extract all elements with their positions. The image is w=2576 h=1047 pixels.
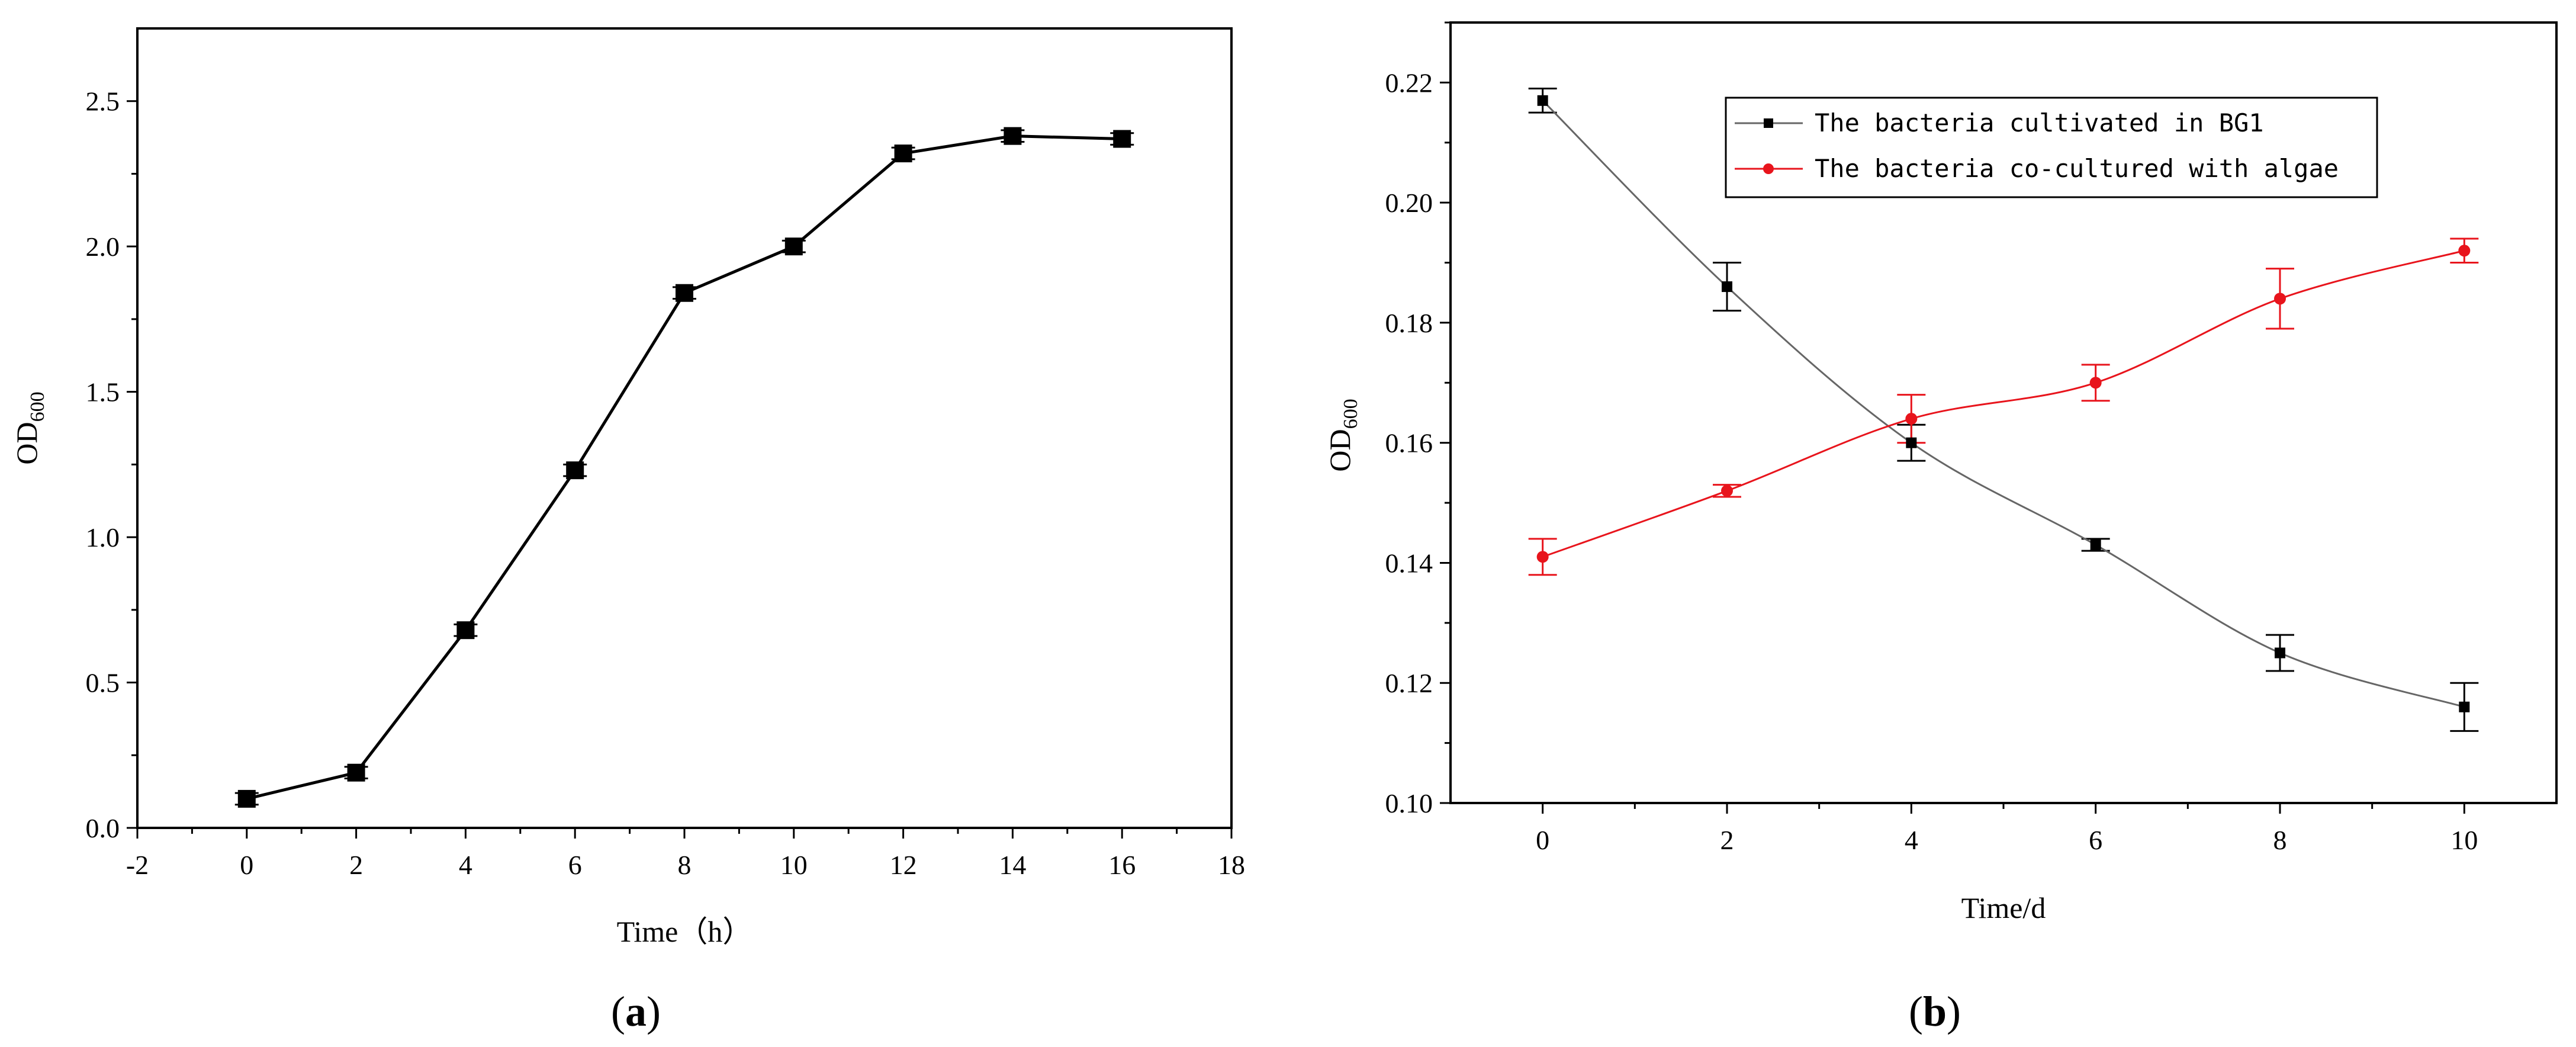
data-point (1536, 551, 1549, 563)
legend-marker-series-2 (1763, 163, 1774, 174)
x-tick-label: 6 (568, 850, 582, 880)
series-line-2 (1542, 249, 2465, 558)
x-tick-label: 6 (2089, 825, 2102, 855)
legend-marker-series-1 (1764, 118, 1773, 128)
y-tick-label: 1.0 (86, 522, 120, 553)
panel-label-open-b: ( (1909, 988, 1923, 1035)
panel-label-open-a: ( (611, 988, 625, 1035)
data-point (1906, 437, 1917, 448)
data-point (1722, 281, 1732, 293)
y-tick-label: 1.5 (86, 377, 120, 407)
data-point (1537, 95, 1548, 106)
series-lines-b (1542, 99, 2465, 708)
data-points-a (237, 127, 1131, 808)
y-tick-label: 0.20 (1385, 188, 1433, 218)
panel-label-a: (a) (611, 988, 661, 1035)
x-axis-label-a: Time（h） (617, 915, 752, 948)
x-axis-label-b: Time/d (1961, 891, 2046, 924)
data-point (2275, 647, 2285, 659)
series-lines-a (246, 134, 1123, 801)
panel-label-close-b: ) (1947, 988, 1961, 1035)
axis-ticks-b: 0 2 4 6 8 10 0.10 0.12 0.14 0.16 0.18 0.20 0.22 (1385, 21, 2478, 855)
y-tick-label: 0.22 (1385, 68, 1433, 98)
panel-label-close-a: ) (647, 988, 661, 1035)
data-point (2459, 701, 2470, 712)
chart-panel-b: 0 2 4 6 8 10 0.10 0.12 0.14 0.16 0.18 0.20 0.22 The … (1323, 21, 2558, 1035)
x-tick-label: 12 (890, 850, 917, 880)
x-tick-label: -2 (126, 850, 149, 880)
y-tick-label: 0.14 (1385, 548, 1433, 578)
y-tick-label: 0.5 (86, 668, 120, 698)
y-axis-label-main-b: OD (1323, 429, 1356, 471)
x-tick-label: 10 (780, 850, 808, 880)
data-point (2090, 539, 2101, 551)
legend-label-series-1: The bacteria cultivated in BG1 (1815, 108, 2264, 137)
data-point (1004, 127, 1022, 145)
axis-ticks-a: -2 0 2 4 6 8 10 12 14 16 18 0.0 0.5 1.0 1.5 2.0 2.5 (86, 86, 1246, 880)
x-tick-label: 8 (678, 850, 692, 880)
x-tick-label: 18 (1218, 850, 1245, 880)
data-point (566, 461, 584, 480)
data-point (2458, 245, 2471, 257)
x-tick-label: 4 (459, 850, 472, 880)
y-tick-label: 0.12 (1385, 668, 1433, 698)
y-axis-label-subscript-b: 600 (1340, 399, 1362, 429)
x-tick-label: 0 (1536, 825, 1549, 855)
x-tick-label: 14 (999, 850, 1026, 880)
data-point (1905, 413, 1918, 425)
y-axis-label-main-a: OD (10, 422, 43, 464)
legend-label-series-2: The bacteria co-cultured with algae (1815, 154, 2339, 183)
legend-b: The bacteria cultivated in BG1 The bacte… (1725, 97, 2378, 198)
data-point (1721, 484, 1733, 497)
y-tick-label: 2.5 (86, 86, 120, 117)
series-line-1 (246, 134, 1123, 801)
panel-label-b: (b) (1909, 988, 1961, 1035)
chart-panel-a: -2 0 2 4 6 8 10 12 14 16 18 0.0 0.5 1.0 1.5 2.0 2.5 Time… (10, 27, 1246, 1035)
data-point (1113, 130, 1131, 148)
data-point (237, 789, 256, 808)
y-tick-label: 0.18 (1385, 308, 1433, 338)
x-tick-label: 8 (2273, 825, 2287, 855)
data-point (894, 144, 912, 163)
data-point (676, 284, 693, 302)
y-tick-label: 0.16 (1385, 428, 1433, 458)
series-line-1 (1542, 99, 2465, 708)
panel-label-letter-a: a (625, 988, 647, 1035)
x-tick-label: 2 (349, 850, 363, 880)
y-tick-label: 0.0 (86, 813, 120, 843)
x-tick-label: 16 (1108, 850, 1136, 880)
y-axis-label-subscript-a: 600 (27, 391, 49, 422)
x-tick-label: 10 (2450, 825, 2478, 855)
panel-label-letter-b: b (1923, 988, 1947, 1035)
data-point (2274, 293, 2286, 305)
y-tick-label: 2.0 (86, 232, 120, 262)
plot-frame-a (136, 27, 1233, 829)
error-bars-a (234, 129, 1134, 806)
data-points-b (1536, 95, 2471, 712)
x-tick-label: 2 (1720, 825, 1734, 855)
data-point (347, 763, 365, 782)
x-tick-label: 0 (240, 850, 253, 880)
data-point (2089, 377, 2102, 389)
x-tick-label: 4 (1905, 825, 1918, 855)
y-axis-label-b: OD600 (1323, 399, 1362, 471)
y-tick-label: 0.10 (1385, 788, 1433, 818)
legend-box-b (1725, 97, 2378, 198)
data-point (456, 621, 475, 640)
y-axis-label-a: OD600 (10, 391, 49, 464)
data-point (784, 237, 803, 256)
